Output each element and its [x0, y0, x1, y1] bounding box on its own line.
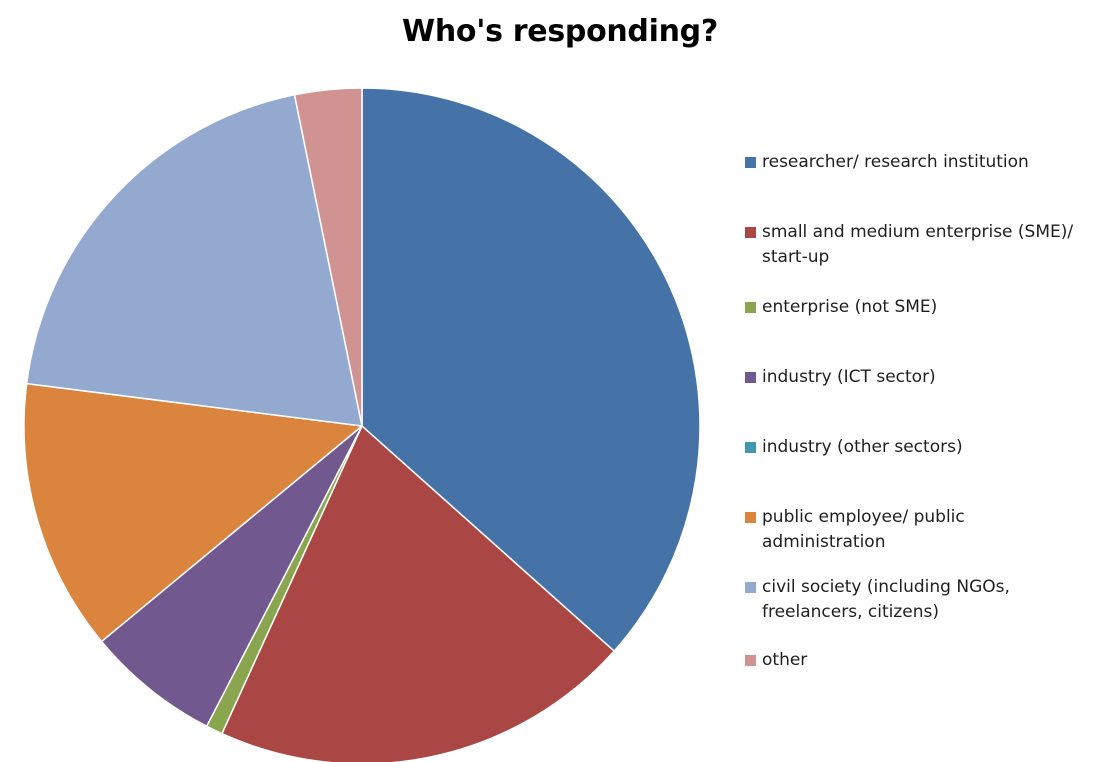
legend-label: public employee/ public administration: [762, 507, 965, 552]
legend-label: other: [762, 650, 808, 670]
legend-label: industry (ICT sector): [762, 367, 936, 387]
legend-label: enterprise (not SME): [762, 297, 938, 317]
legend-swatch: [745, 582, 756, 593]
legend-item: industry (ICT sector): [745, 365, 1075, 390]
legend-swatch: [745, 512, 756, 523]
legend-label: small and medium enterprise (SME)/ start…: [762, 222, 1074, 267]
legend-swatch: [745, 442, 756, 453]
legend-label: industry (other sectors): [762, 437, 963, 457]
legend-item: civil society (including NGOs, freelance…: [745, 575, 1075, 625]
pie-slice-6: [25, 94, 363, 427]
chart-title: Who's responding?: [402, 14, 718, 49]
legend-swatch: [745, 302, 756, 313]
legend-label: civil society (including NGOs, freelance…: [762, 577, 1010, 622]
pie-slice-5: [23, 382, 363, 643]
legend-item: other: [745, 648, 1075, 673]
legend-swatch: [745, 227, 756, 238]
legend-item: enterprise (not SME): [745, 295, 1075, 320]
legend-item: small and medium enterprise (SME)/ start…: [745, 220, 1075, 270]
legend-swatch: [745, 372, 756, 383]
pie-slice-3: [100, 425, 363, 727]
pie-slice-7: [293, 87, 363, 427]
pie-slice-1: [221, 425, 615, 762]
legend-item: researcher/ research institution: [745, 150, 1075, 175]
legend-item: industry (other sectors): [745, 435, 1075, 460]
pie-slice-0: [361, 87, 701, 652]
legend-swatch: [745, 157, 756, 168]
legend-label: researcher/ research institution: [762, 152, 1029, 172]
legend-item: public employee/ public administration: [745, 505, 1075, 555]
legend-swatch: [745, 655, 756, 666]
